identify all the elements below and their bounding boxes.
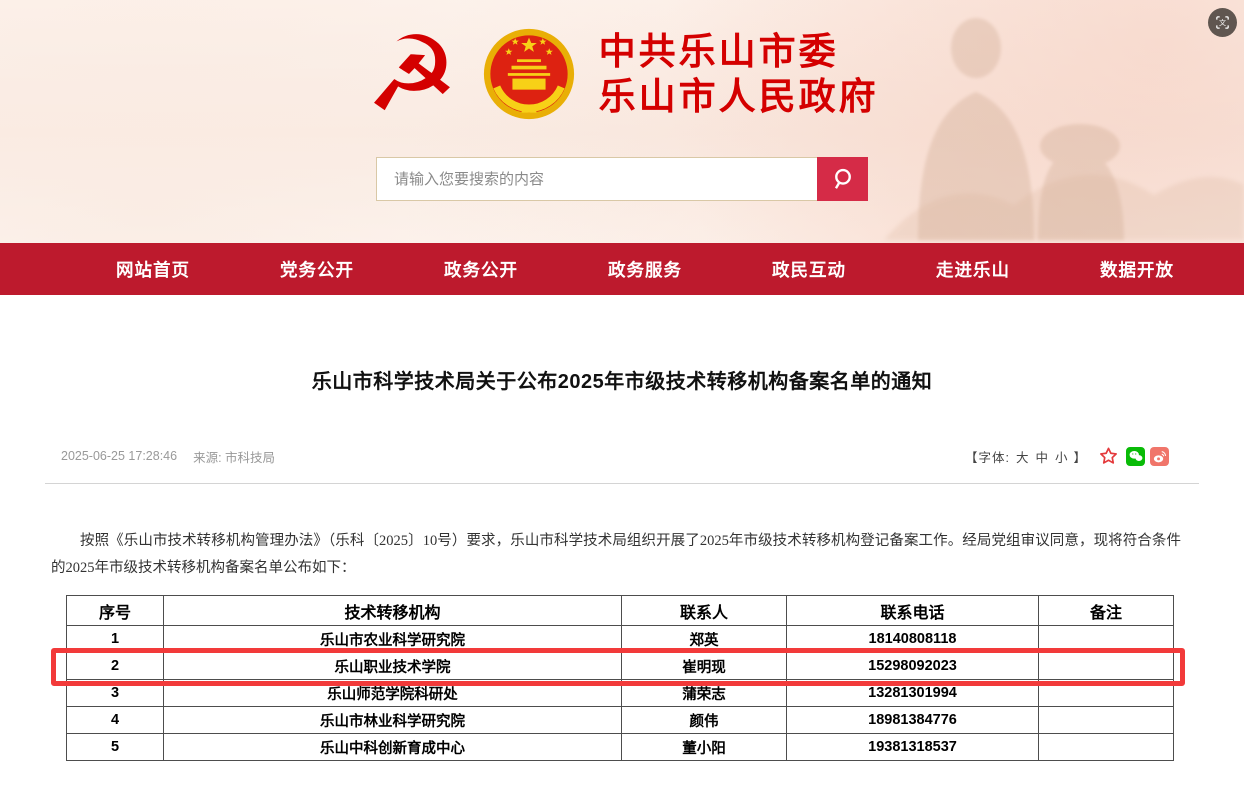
table-row: 1 乐山市农业科学研究院 郑英 18140808118 <box>66 625 1174 653</box>
cell-index: 5 <box>66 733 164 761</box>
share-wechat-icon[interactable] <box>1126 446 1145 466</box>
nav-item-open-data[interactable]: 数据开放 <box>1100 259 1174 280</box>
search-box <box>376 157 868 201</box>
col-header-index: 序号 <box>66 595 164 626</box>
font-size-label-suffix: 】 <box>1073 450 1087 465</box>
table-row-highlighted: 2 乐山职业技术学院 崔明现 15298092023 <box>66 652 1174 680</box>
cell-institution: 乐山中科创新育成中心 <box>163 733 622 761</box>
cell-remark <box>1038 706 1174 734</box>
nav-item-party[interactable]: 党务公开 <box>280 259 354 280</box>
site-title: 中共乐山市委 乐山市人民政府 <box>599 29 879 119</box>
nav-item-interaction[interactable]: 政民互动 <box>772 259 846 280</box>
search-input[interactable] <box>376 157 817 201</box>
cell-remark <box>1038 733 1174 761</box>
article-meta-row: 2025-06-25 17:28:46 来源: 市科技局 【字体: 大 中 小 … <box>45 446 1199 466</box>
cell-remark <box>1038 679 1174 707</box>
cell-contact: 蒲荣志 <box>621 679 787 707</box>
cell-phone: 13281301994 <box>786 679 1039 707</box>
leshan-buddha-background-image <box>918 18 1124 240</box>
cell-phone: 19381318537 <box>786 733 1039 761</box>
article-paragraph: 按照《乐山市技术转移机构管理办法》（乐科〔2025〕10号）要求，乐山市科学技术… <box>51 533 1181 576</box>
cell-institution: 乐山市农业科学研究院 <box>163 625 622 653</box>
search-row <box>0 157 1244 201</box>
site-logo-block: ☭ 中共乐山市委 乐山市人民政府 <box>0 22 1244 126</box>
record-table-wrap: 序号 技术转移机构 联系人 联系电话 备注 1 乐山市农业科学研究院 郑英 18… <box>51 595 1185 761</box>
article-meta-right: 【字体: 大 中 小 】 <box>965 446 1169 466</box>
nav-item-about[interactable]: 走进乐山 <box>936 259 1010 280</box>
cell-phone: 15298092023 <box>786 652 1039 680</box>
cell-contact: 崔明现 <box>621 652 787 680</box>
national-emblem-icon <box>483 28 574 120</box>
screen-translate-icon[interactable]: 文 <box>1208 8 1237 37</box>
cell-index: 4 <box>66 706 164 734</box>
table-row: 3 乐山师范学院科研处 蒲荣志 13281301994 <box>66 679 1174 707</box>
cell-remark <box>1038 652 1174 680</box>
search-button[interactable] <box>817 157 868 201</box>
article-content: 乐山市科学技术局关于公布2025年市级技术转移机构备案名单的通知 2025-06… <box>45 295 1199 761</box>
record-table: 序号 技术转移机构 联系人 联系电话 备注 1 乐山市农业科学研究院 郑英 18… <box>66 595 1174 761</box>
meta-divider <box>45 483 1199 484</box>
nav-item-home[interactable]: 网站首页 <box>116 259 190 280</box>
col-header-institution: 技术转移机构 <box>163 595 622 626</box>
font-size-small-button[interactable]: 小 <box>1054 450 1068 465</box>
cell-index: 3 <box>66 679 164 707</box>
article-source: 来源: 市科技局 <box>193 450 276 465</box>
share-weibo-icon[interactable] <box>1150 446 1169 466</box>
font-size-medium-button[interactable]: 中 <box>1035 450 1048 465</box>
article-title: 乐山市科学技术局关于公布2025年市级技术转移机构备案名单的通知 <box>311 371 933 393</box>
nav-item-services[interactable]: 政务服务 <box>608 259 682 280</box>
table-row: 4 乐山市林业科学研究院 颜伟 18981384776 <box>66 706 1174 734</box>
cell-contact: 董小阳 <box>621 733 787 761</box>
main-nav: 网站首页 党务公开 政务公开 政务服务 政民互动 走进乐山 数据开放 <box>0 243 1244 295</box>
publish-time: 2025-06-25 17:28:46 <box>61 449 178 463</box>
site-title-line2: 乐山市人民政府 <box>598 76 879 117</box>
mountain-background-image <box>884 174 1244 240</box>
svg-text:文: 文 <box>1219 18 1226 27</box>
cell-institution: 乐山职业技术学院 <box>163 652 622 680</box>
cell-institution: 乐山市林业科学研究院 <box>163 706 622 734</box>
table-row: 5 乐山中科创新育成中心 董小阳 19381318537 <box>66 733 1174 761</box>
col-header-contact: 联系人 <box>621 595 787 626</box>
party-emblem-icon: ☭ <box>365 13 459 135</box>
cell-phone: 18140808118 <box>786 625 1039 653</box>
cell-institution: 乐山师范学院科研处 <box>163 679 622 707</box>
cell-index: 1 <box>66 625 164 653</box>
search-icon <box>834 168 851 189</box>
article-meta-left: 2025-06-25 17:28:46 来源: 市科技局 <box>61 447 275 466</box>
site-banner: ☭ 中共乐山市委 乐山市人民政府 <box>0 0 1244 243</box>
font-size-label-prefix: 【字体: <box>964 450 1010 465</box>
nav-item-gov-info[interactable]: 政务公开 <box>444 259 518 280</box>
table-header-row: 序号 技术转移机构 联系人 联系电话 备注 <box>66 595 1174 626</box>
cell-index: 2 <box>66 652 164 680</box>
site-title-line1: 中共乐山市委 <box>598 31 839 72</box>
cell-phone: 18981384776 <box>786 706 1039 734</box>
font-size-large-button[interactable]: 大 <box>1015 450 1029 465</box>
cell-contact: 颜伟 <box>621 706 787 734</box>
col-header-phone: 联系电话 <box>786 595 1039 626</box>
favorite-star-icon[interactable] <box>1098 446 1119 466</box>
col-header-remark: 备注 <box>1038 595 1174 626</box>
cell-remark <box>1038 625 1174 653</box>
cell-contact: 郑英 <box>621 625 787 653</box>
